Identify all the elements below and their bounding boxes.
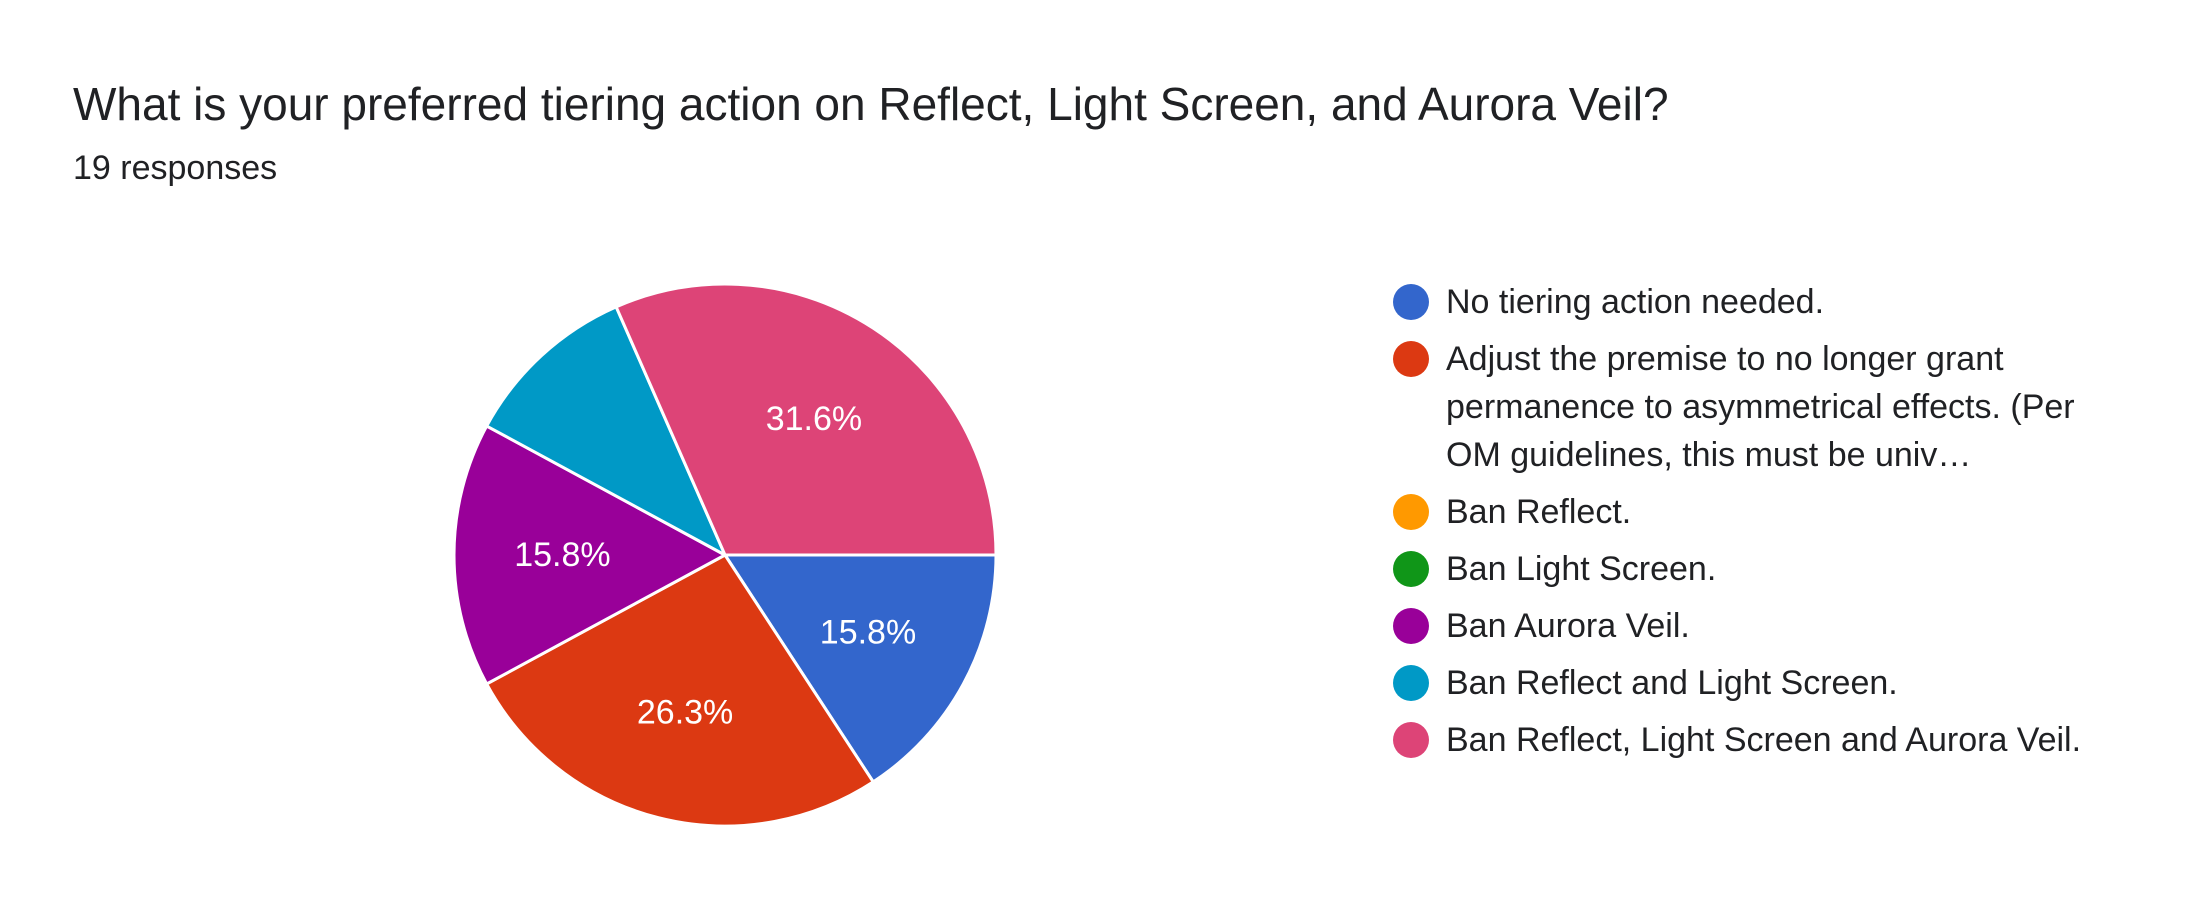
pie-slice[interactable]: [452, 423, 729, 687]
legend-swatch: [1393, 284, 1429, 320]
legend-item[interactable]: Adjust the premise to no longer grant pe…: [1393, 335, 2113, 479]
legend-item[interactable]: Ban Aurora Veil.: [1393, 602, 2113, 650]
legend-item[interactable]: Ban Reflect and Light Screen.: [1393, 659, 2113, 707]
legend-swatch: [1393, 722, 1429, 758]
pie-slice[interactable]: [722, 553, 998, 784]
pie-slice[interactable]: [614, 282, 998, 557]
slice-percent-label: 26.3%: [637, 694, 733, 732]
legend-label: Ban Reflect, Light Screen and Aurora Vei…: [1446, 721, 2082, 759]
chart-legend: No tiering action needed. Adjust the prem…: [1393, 278, 2113, 773]
legend-swatch: [1393, 494, 1429, 530]
legend-item[interactable]: Ban Reflect.: [1393, 488, 2113, 536]
legend-item[interactable]: Ban Reflect, Light Screen and Aurora Vei…: [1393, 716, 2113, 764]
legend-swatch: [1393, 341, 1429, 377]
legend-swatch: [1393, 665, 1429, 701]
legend-swatch: [1393, 551, 1429, 587]
legend-item[interactable]: Ban Light Screen.: [1393, 545, 2113, 593]
response-count: 19 responses: [73, 149, 278, 187]
chart-title: What is your preferred tiering action on…: [73, 78, 1669, 130]
legend-label: Ban Reflect and Light Screen.: [1446, 664, 1898, 702]
legend-label: No tiering action needed.: [1446, 283, 1825, 321]
legend-label: Adjust the premise to no longer grant pe…: [1446, 340, 2075, 474]
legend-item[interactable]: No tiering action needed.: [1393, 278, 2113, 326]
pie-slice[interactable]: [484, 553, 876, 828]
legend-label: Ban Reflect.: [1446, 493, 1632, 531]
slice-percent-label: 15.8%: [514, 536, 610, 574]
legend-swatch: [1393, 608, 1429, 644]
legend-label: Ban Aurora Veil.: [1446, 607, 1690, 645]
pie-slice[interactable]: [484, 304, 729, 559]
slice-percent-label: 15.8%: [820, 613, 916, 651]
legend-label: Ban Light Screen.: [1446, 550, 1717, 588]
slice-percent-label: 31.6%: [766, 400, 862, 438]
